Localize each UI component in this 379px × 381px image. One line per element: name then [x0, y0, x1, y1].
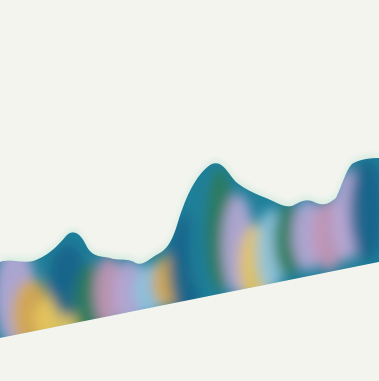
foreground-slope — [0, 262, 379, 381]
color-blotches — [0, 158, 379, 338]
color-blotch — [350, 159, 379, 261]
